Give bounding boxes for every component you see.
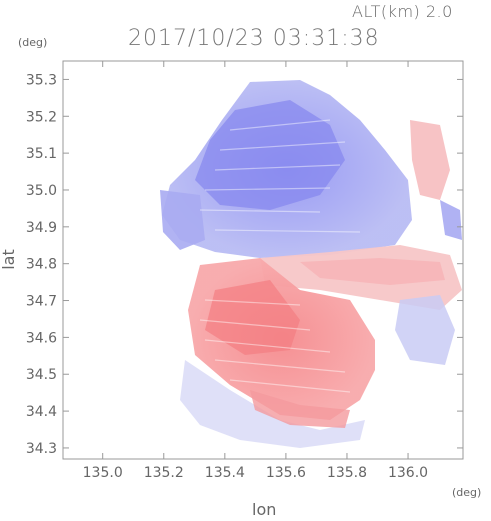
echo-east-blue-edge [440,200,462,240]
echo-east-red-cell [410,120,450,200]
x-tick-label: 135.2 [144,465,184,481]
y-tick-label: 34.6 [26,330,57,346]
x-axis-ticks: 135.0 135.2 135.4 135.6 135.8 136.0 [83,61,428,481]
y-axis-ticks: 35.3 35.2 35.1 35.0 34.9 34.8 34.7 34.6 34.5 34.4… [26,72,463,457]
y-tick-label: 35.2 [26,109,57,125]
echo-approaching-core [195,100,345,210]
y-tick-label: 34.3 [26,441,57,457]
y-tick-label: 35.0 [26,183,57,199]
echo-east-cells [395,295,455,365]
x-tick-label: 136.0 [388,465,428,481]
y-tick-label: 34.7 [26,294,57,310]
x-axis-label: lon [252,500,277,519]
echo-streaks [199,119,361,393]
radar-echo-field [160,80,462,448]
x-tick-label: 135.0 [83,465,123,481]
x-tick-label: 135.4 [205,465,245,481]
y-tick-label: 34.5 [26,367,57,383]
y-axis-unit: (deg) [18,36,48,49]
echo-south-fringe [180,360,365,448]
y-tick-label: 34.4 [26,404,57,420]
y-tick-label: 35.3 [26,72,57,88]
x-axis-unit: (deg) [452,486,482,499]
plot-frame [62,60,464,460]
y-tick-label: 34.8 [26,257,57,273]
echo-southwest-patch [250,390,350,428]
y-tick-label: 34.9 [26,220,57,236]
y-tick-label: 35.1 [26,146,57,162]
echo-receding-core [205,280,300,355]
x-tick-label: 135.6 [266,465,306,481]
x-tick-label: 135.8 [327,465,367,481]
echo-approaching-west [160,190,205,250]
echo-receding-east-band [300,258,445,285]
timestamp-title: 2017/10/23 03:31:38 [128,26,380,51]
altitude-label: ALT(km) 2.0 [352,2,453,21]
